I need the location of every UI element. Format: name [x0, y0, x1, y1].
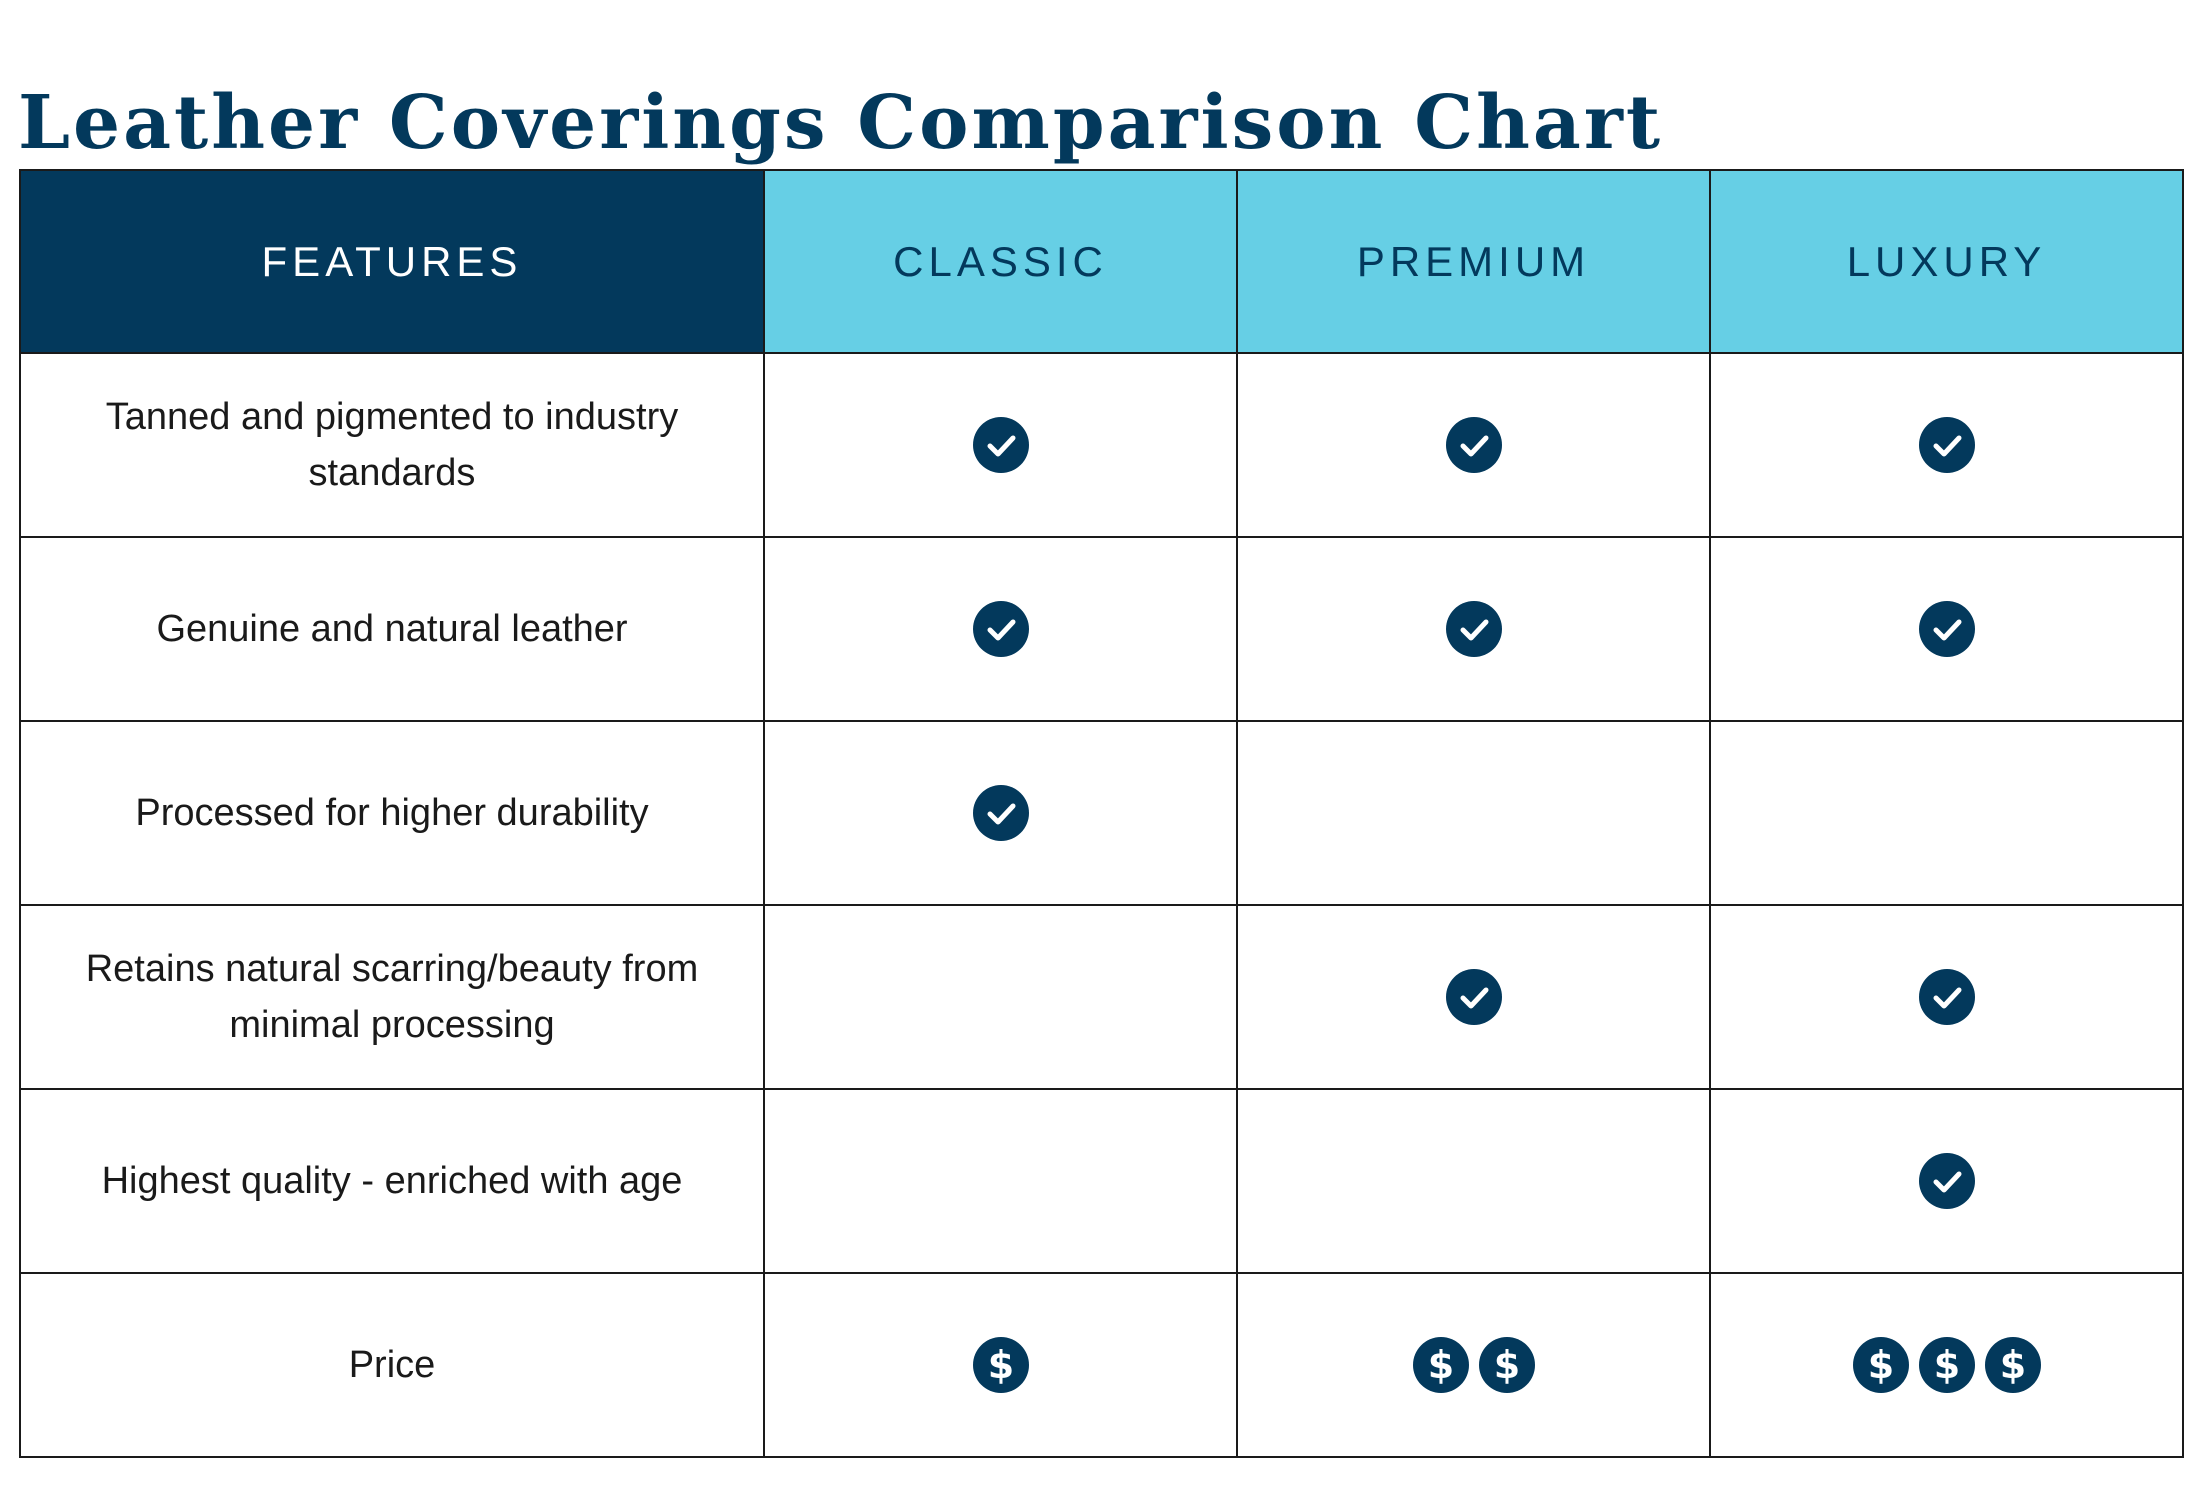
- feature-label: Genuine and natural leather: [19, 536, 765, 722]
- column-header-classic: CLASSIC: [763, 169, 1238, 354]
- dollar-circle-icon: $: [1478, 1336, 1536, 1394]
- cell-luxury: [1709, 1088, 2184, 1274]
- dollar-circle-icon: $: [1984, 1336, 2042, 1394]
- svg-text:$: $: [1493, 1343, 1519, 1387]
- cell-classic: [763, 904, 1238, 1090]
- check-circle-icon: [972, 600, 1030, 658]
- check-circle-icon: [972, 416, 1030, 474]
- check-circle-icon: [1445, 600, 1503, 658]
- column-header-premium: PREMIUM: [1236, 169, 1711, 354]
- svg-text:$: $: [1933, 1343, 1959, 1387]
- column-header-luxury: LUXURY: [1709, 169, 2184, 354]
- check-circle-icon: [1918, 416, 1976, 474]
- feature-label: Highest quality - enriched with age: [19, 1088, 765, 1274]
- cell-classic: [763, 352, 1238, 538]
- cell-premium: [1236, 352, 1711, 538]
- check-circle-icon: [1445, 416, 1503, 474]
- price-row: Price $ $ $ $ $ $: [19, 1272, 2184, 1458]
- table-row: Highest quality - enriched with age: [19, 1088, 2184, 1274]
- column-header-features: FEATURES: [19, 169, 765, 354]
- check-circle-icon: [1918, 968, 1976, 1026]
- cell-luxury: [1709, 536, 2184, 722]
- cell-premium: [1236, 720, 1711, 906]
- header-row: FEATURES CLASSIC PREMIUM LUXURY: [19, 169, 2184, 354]
- table-row: Tanned and pigmented to industry standar…: [19, 352, 2184, 538]
- dollar-circle-icon: $: [972, 1336, 1030, 1394]
- price-label: Price: [19, 1272, 765, 1458]
- check-circle-icon: [972, 784, 1030, 842]
- cell-premium: [1236, 904, 1711, 1090]
- svg-text:$: $: [1867, 1343, 1893, 1387]
- check-circle-icon: [1445, 968, 1503, 1026]
- cell-premium: [1236, 536, 1711, 722]
- price-cell-luxury: $ $ $: [1709, 1272, 2184, 1458]
- cell-luxury: [1709, 904, 2184, 1090]
- cell-premium: [1236, 1088, 1711, 1274]
- svg-text:$: $: [1999, 1343, 2025, 1387]
- feature-label: Retains natural scarring/beauty from min…: [19, 904, 765, 1090]
- price-cell-premium: $ $: [1236, 1272, 1711, 1458]
- cell-luxury: [1709, 720, 2184, 906]
- cell-luxury: [1709, 352, 2184, 538]
- svg-text:$: $: [987, 1343, 1013, 1387]
- feature-label: Processed for higher durability: [19, 720, 765, 906]
- table-row: Genuine and natural leather: [19, 536, 2184, 722]
- feature-label: Tanned and pigmented to industry standar…: [19, 352, 765, 538]
- dollar-circle-icon: $: [1852, 1336, 1910, 1394]
- table-row: Processed for higher durability: [19, 720, 2184, 906]
- cell-classic: [763, 536, 1238, 722]
- svg-text:$: $: [1427, 1343, 1453, 1387]
- dollar-circle-icon: $: [1412, 1336, 1470, 1394]
- dollar-circle-icon: $: [1918, 1336, 1976, 1394]
- cell-classic: [763, 720, 1238, 906]
- table-row: Retains natural scarring/beauty from min…: [19, 904, 2184, 1090]
- page-title: Leather Coverings Comparison Chart: [18, 80, 1664, 166]
- price-cell-classic: $: [763, 1272, 1238, 1458]
- check-circle-icon: [1918, 1152, 1976, 1210]
- check-circle-icon: [1918, 600, 1976, 658]
- comparison-table: FEATURES CLASSIC PREMIUM LUXURY Tanned a…: [19, 169, 2184, 1458]
- cell-classic: [763, 1088, 1238, 1274]
